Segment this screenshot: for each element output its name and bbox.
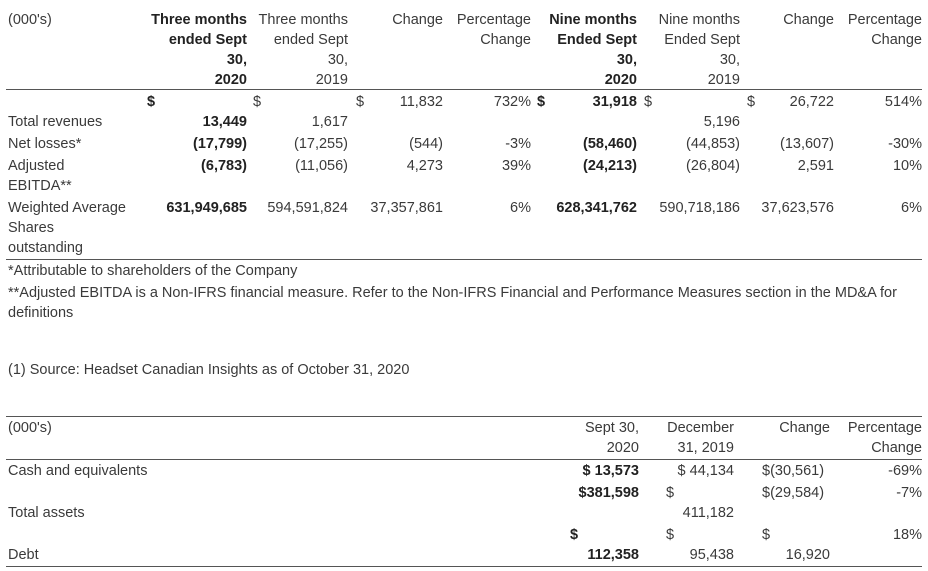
cell-sept-2020: $ 13,573 (582, 463, 639, 479)
cell-q-pct: 39% (501, 158, 531, 174)
cell-change: 16,920 (785, 547, 830, 563)
table-bottom-divider (6, 566, 922, 567)
currency-symbol: $ (762, 527, 771, 543)
header-percentage-change-9m: Percentage Change (847, 12, 922, 48)
header-percentage-change: Percentage Change (847, 420, 922, 456)
cell-q-change: 37,357,861 (370, 200, 443, 216)
currency-symbol: $ (666, 485, 675, 501)
cell-change: $(30,561) (762, 463, 825, 479)
currency-symbol: $ (356, 94, 365, 110)
cell-n-pct: 514% (884, 94, 922, 110)
cell-n-pct: 6% (901, 200, 922, 216)
header-three-months-2020: Three months ended Sept 30, 2020 (151, 12, 247, 88)
cell-n2020: 31,918 (592, 94, 637, 110)
cell-pct: 18% (892, 527, 922, 543)
header-change-3m: Change (392, 12, 443, 28)
cell-dec-2019: 95,438 (689, 547, 734, 563)
source-note: (1) Source: Headset Canadian Insights as… (8, 362, 410, 378)
cell-pct: -7% (896, 485, 922, 501)
cell-q-pct: 6% (510, 200, 531, 216)
header-three-months-2019: Three months ended Sept 30, 2019 (258, 12, 348, 88)
footnote-attributable: *Attributable to shareholders of the Com… (8, 263, 298, 279)
cell-q-change: 11,832 (399, 94, 443, 110)
header-change-9m: Change (783, 12, 834, 28)
currency-symbol: $ (666, 527, 675, 543)
row-label: Total revenues (8, 114, 103, 130)
row-label: Total assets (8, 505, 85, 521)
cell-sept-2020: $381,598 (578, 485, 639, 501)
unit-label: (000's) (8, 420, 52, 436)
cell-q2019: (17,255) (293, 136, 348, 152)
cell-dec-2019: 411,182 (682, 505, 734, 521)
cell-n2020: (24,213) (582, 158, 637, 174)
cell-q-change: (544) (409, 136, 443, 152)
cell-q2019: (11,056) (295, 158, 348, 174)
table-top-divider (6, 416, 922, 417)
cell-n-change: 26,722 (789, 94, 834, 110)
cell-n2019: (26,804) (685, 158, 740, 174)
cell-pct: -69% (888, 463, 922, 479)
cell-q2019: 1,617 (311, 114, 348, 130)
currency-symbol: $ (747, 94, 756, 110)
cell-n2020: (58,460) (582, 136, 637, 152)
row-label: Weighted Average Shares outstanding (8, 200, 126, 256)
header-divider (6, 459, 922, 460)
cell-n2019: 590,718,186 (659, 200, 740, 216)
footnote-adjusted-ebitda: **Adjusted EBITDA is a Non-IFRS financia… (8, 285, 897, 321)
cell-n-pct: -30% (888, 136, 922, 152)
header-nine-months-2020: Nine months Ended Sept 30, 2020 (549, 12, 637, 88)
cell-n2019: (44,853) (685, 136, 740, 152)
currency-symbol: $ (644, 94, 653, 110)
cell-q-pct: 732% (493, 94, 531, 110)
row-label: Cash and equivalents (8, 463, 148, 479)
cell-q-pct: -3% (505, 136, 531, 152)
cell-q-change: 4,273 (406, 158, 443, 174)
currency-symbol: $ (253, 94, 262, 110)
header-sept-30-2020: Sept 30, 2020 (584, 420, 639, 456)
row-label: Debt (8, 547, 39, 563)
row-label: Adjusted EBITDA** (8, 158, 72, 194)
cell-n-change: (13,607) (779, 136, 834, 152)
unit-label: (000's) (8, 12, 52, 28)
cell-q2020: 631,949,685 (166, 200, 247, 216)
row-label: Net losses* (8, 136, 82, 152)
table-bottom-divider (6, 259, 922, 260)
cell-q2020: 13,449 (202, 114, 247, 130)
cell-q2020: (17,799) (192, 136, 247, 152)
cell-n-change: 37,623,576 (761, 200, 834, 216)
currency-symbol: $ (570, 527, 579, 543)
cell-q2020: (6,783) (201, 158, 247, 174)
cell-sept-2020: 112,358 (587, 547, 639, 563)
currency-symbol: $ (147, 94, 156, 110)
header-change: Change (779, 420, 830, 436)
cell-n2020: 628,341,762 (556, 200, 637, 216)
cell-dec-2019: $ 44,134 (677, 463, 734, 479)
header-divider (6, 89, 922, 90)
header-nine-months-2019: Nine months Ended Sept 30, 2019 (658, 12, 740, 88)
header-percentage-change-3m: Percentage Change (456, 12, 531, 48)
cell-change: $(29,584) (762, 485, 825, 501)
cell-n-change: 2,591 (797, 158, 834, 174)
currency-symbol: $ (537, 94, 546, 110)
header-december-31-2019: December 31, 2019 (667, 420, 734, 456)
cell-n-pct: 10% (892, 158, 922, 174)
cell-q2019: 594,591,824 (267, 200, 348, 216)
cell-n2019: 5,196 (703, 114, 740, 130)
